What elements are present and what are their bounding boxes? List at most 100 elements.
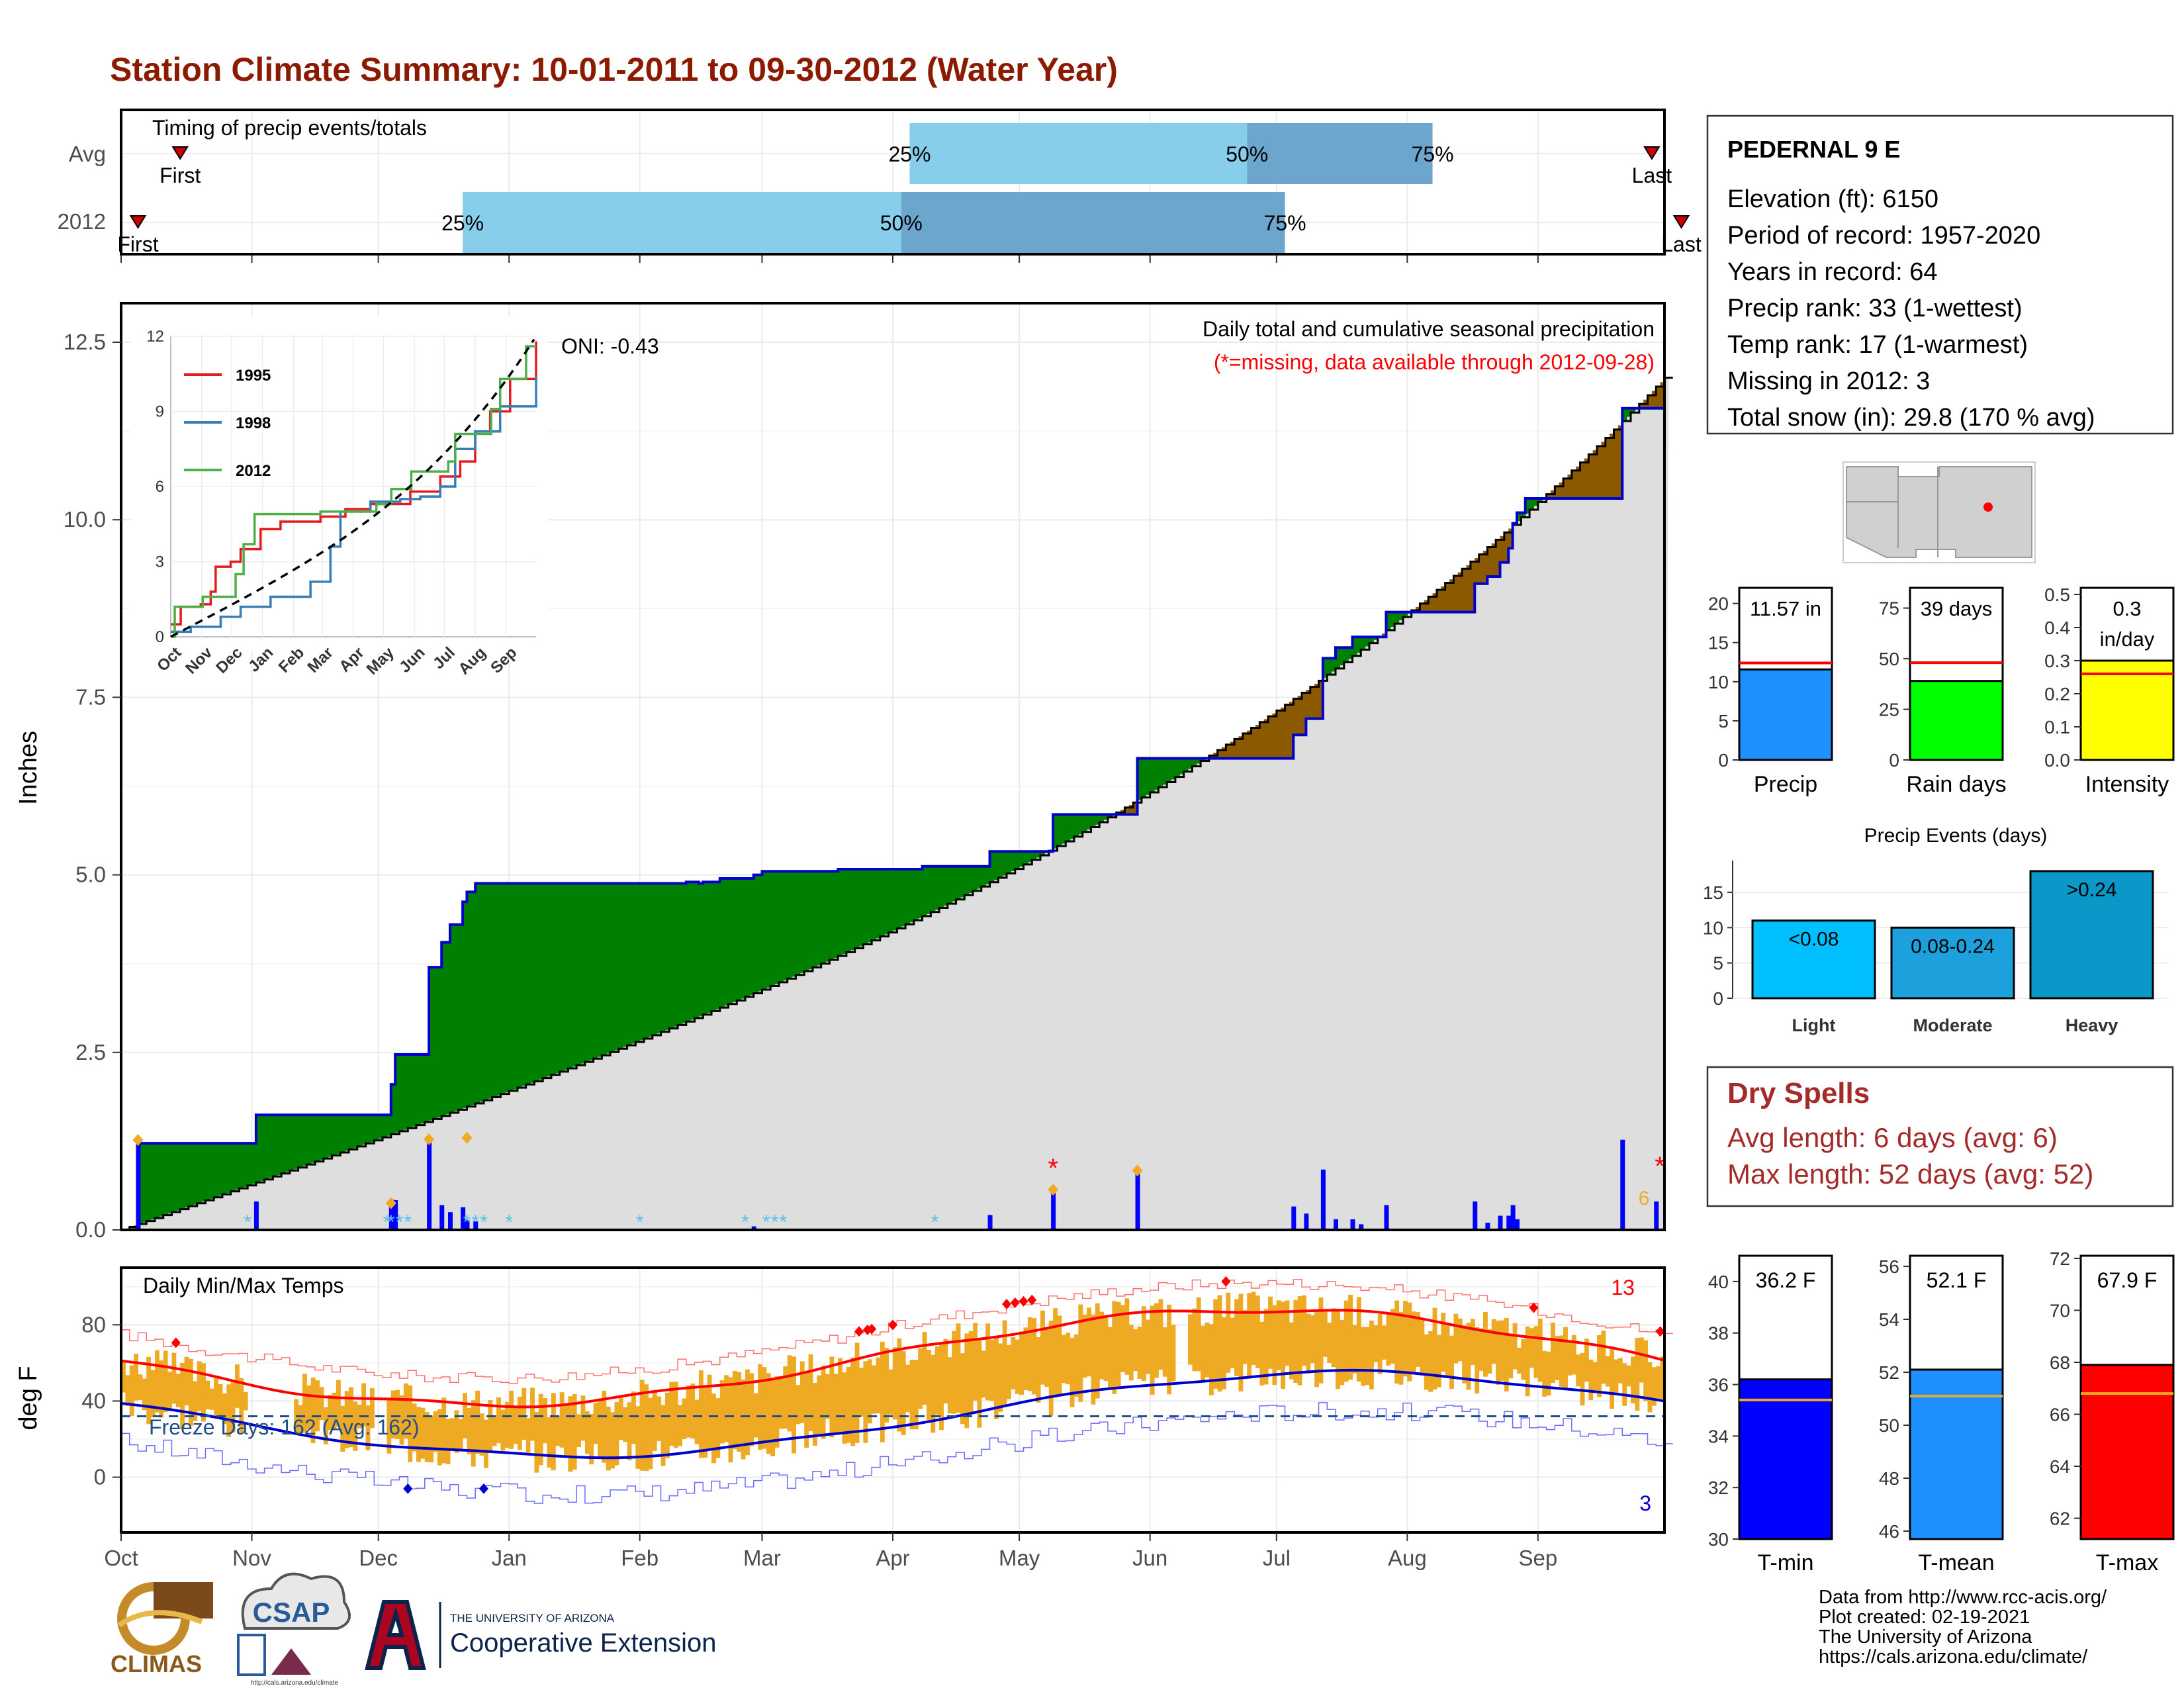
daily-temp-range-bar (496, 1397, 501, 1444)
surplus-area (576, 883, 582, 1066)
surplus-area (850, 869, 856, 951)
inset-y-tick: 0 (156, 628, 164, 646)
surplus-area (315, 1115, 320, 1162)
snow-day-marker: * (480, 1211, 488, 1233)
surplus-area (939, 866, 944, 908)
surplus-area (842, 869, 847, 955)
daily-temp-range-bar (218, 1383, 223, 1417)
daily-temp-range-bar (1293, 1299, 1298, 1383)
daily-temp-range-bar (134, 1353, 138, 1401)
surplus-area (302, 1115, 307, 1166)
daily-temp-range-bar (1647, 1362, 1653, 1413)
daily-temp-range-bar (867, 1359, 872, 1424)
precip-panel-subtitle: (*=missing, data available through 2012-… (1214, 350, 1655, 374)
daily-temp-range-bar (193, 1381, 198, 1421)
surplus-area (184, 1143, 189, 1208)
daily-temp-range-bar (500, 1409, 506, 1451)
surplus-area (357, 1115, 362, 1147)
surplus-area (374, 1115, 379, 1141)
y-tick-label: 38 (1708, 1323, 1729, 1344)
daily-temp-range-bar (998, 1343, 1003, 1412)
daily-precip-bar (1359, 1224, 1364, 1230)
daily-temp-range-bar (559, 1392, 565, 1448)
daily-temp-range-bar (564, 1403, 569, 1457)
surplus-area (998, 851, 1003, 878)
surplus-area (399, 1055, 404, 1131)
daily-temp-range-bar (530, 1387, 535, 1441)
daily-temp-range-bar (306, 1385, 312, 1429)
surplus-area (799, 871, 805, 973)
surplus-area (500, 883, 506, 1094)
surplus-area (817, 871, 822, 966)
surplus-area (623, 883, 628, 1047)
snow-event-marker (385, 1197, 396, 1209)
daily-precip-bar (1620, 1139, 1625, 1230)
csap-logo: CSAP http://cals.arizona.edu/climate (237, 1572, 351, 1687)
surplus-area (387, 1115, 392, 1136)
surplus-area (732, 878, 737, 1003)
daily-temp-range-bar (1213, 1299, 1218, 1389)
surplus-area (504, 883, 510, 1093)
deficit-area (1268, 716, 1273, 759)
y-tick-label: 10 (1708, 672, 1729, 692)
deficit-area (1238, 736, 1244, 759)
daily-temp-range-bar (492, 1415, 497, 1446)
x-tick-label: Aug (1388, 1546, 1427, 1570)
snow-day-marker: * (505, 1211, 513, 1233)
y-tick-label: 50 (1879, 1415, 1899, 1436)
y-tick-label: 40 (1708, 1272, 1729, 1292)
surplus-area (589, 883, 594, 1060)
deficit-area (1251, 727, 1256, 759)
daily-temp-range-bar (1247, 1293, 1252, 1379)
deficit-area (1504, 532, 1509, 563)
daily-temp-range-bar (319, 1387, 324, 1421)
daily-temp-range-bar (437, 1409, 442, 1466)
snow-event-marker (461, 1131, 473, 1144)
surplus-area (774, 871, 780, 984)
surplus-area (1525, 498, 1530, 514)
daily-temp-range-bar (369, 1388, 375, 1429)
surplus-area (913, 869, 919, 921)
daily-temp-range-bar (1285, 1300, 1290, 1366)
surplus-area (1087, 814, 1092, 830)
surplus-area (1361, 637, 1366, 650)
surplus-area (838, 869, 843, 957)
daily-temp-range-bar (555, 1416, 561, 1446)
surplus-area (214, 1143, 219, 1197)
surplus-area (931, 866, 936, 912)
daily-temp-range-bar (1048, 1320, 1054, 1416)
daily-temp-range-bar (1154, 1303, 1159, 1378)
deficit-area (1576, 466, 1581, 499)
station-line: Elevation (ft): 6150 (1727, 185, 1938, 213)
daily-temp-range-bar (1318, 1297, 1324, 1383)
daily-temp-range-bar (918, 1348, 923, 1409)
surplus-area (1002, 851, 1007, 876)
surplus-area (1053, 814, 1058, 849)
record-high-marker (1529, 1302, 1539, 1313)
summary-bar-name: Precip (1754, 772, 1817, 797)
quartile-bar-50-75 (901, 192, 1285, 253)
surplus-area (441, 942, 447, 1116)
daily-temp-range-bar (1550, 1323, 1555, 1383)
record-high-marker (1027, 1294, 1037, 1305)
record-high-count: 13 (1611, 1276, 1635, 1299)
daily-temp-range-bar (1234, 1299, 1239, 1376)
daily-temp-range-bar (597, 1398, 602, 1458)
daily-temp-range-bar (758, 1364, 762, 1450)
surplus-area (349, 1115, 354, 1150)
daily-temp-range-bar (1019, 1331, 1024, 1395)
surplus-area (1019, 851, 1024, 867)
surplus-area (175, 1143, 181, 1211)
surplus-area (277, 1115, 282, 1175)
ua-extension-logo: THE UNIVERSITY OF ARIZONA Cooperative Ex… (365, 1600, 716, 1670)
daily-temp-range-bar (1635, 1337, 1640, 1411)
inset-y-tick: 9 (156, 403, 164, 421)
daily-temp-range-bar (606, 1406, 611, 1471)
daily-temp-range-bar (833, 1374, 839, 1435)
daily-temp-range-bar (774, 1376, 780, 1448)
daily-temp-range-bar (310, 1378, 316, 1444)
surplus-area (1626, 408, 1631, 417)
daily-temp-range-bar (1512, 1323, 1518, 1370)
daily-temp-range-bar (323, 1407, 328, 1444)
record-low-line (121, 1402, 1673, 1504)
